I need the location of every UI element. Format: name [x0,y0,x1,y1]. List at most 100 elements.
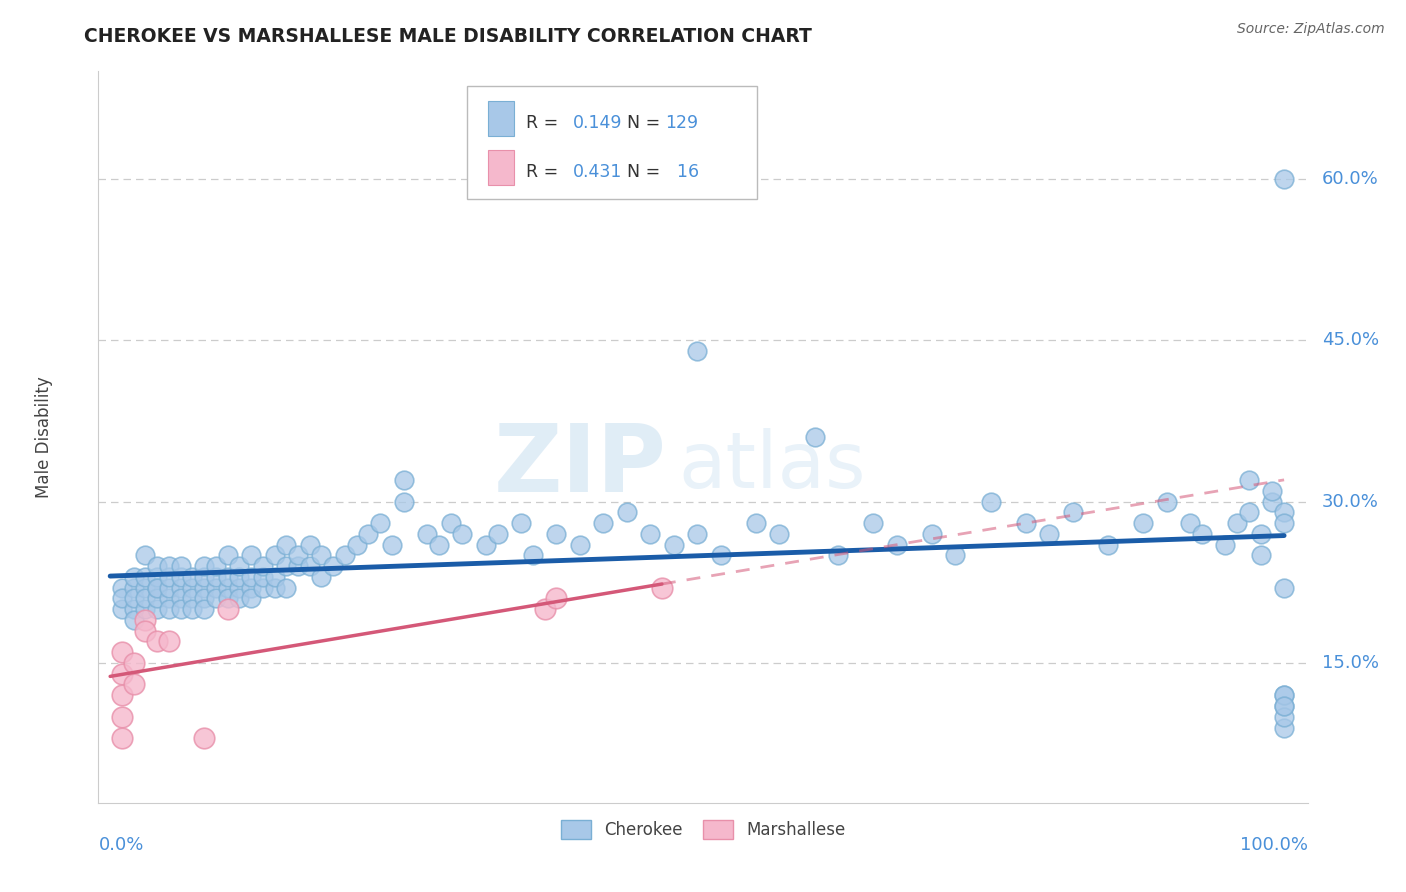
Text: Source: ZipAtlas.com: Source: ZipAtlas.com [1237,22,1385,37]
Point [181,581,204,595]
Text: 0.149: 0.149 [572,113,621,131]
Point [111,602,134,616]
Point [1215,538,1237,552]
Point [368,516,391,530]
Point [945,549,967,563]
Point [122,677,145,691]
Point [357,527,380,541]
Text: atlas: atlas [679,428,866,504]
Point [510,516,533,530]
Point [111,731,134,746]
Point [1097,538,1119,552]
Text: N =: N = [627,163,665,181]
Point [146,581,169,595]
Point [276,538,298,552]
Point [111,645,134,659]
Point [134,624,156,638]
Point [1038,527,1060,541]
Point [522,549,544,563]
Point [263,570,285,584]
Point [204,559,226,574]
Point [1237,505,1260,519]
Bar [488,150,515,186]
Point [1261,483,1284,498]
Point [204,581,226,595]
Point [686,527,709,541]
Point [287,559,309,574]
Point [886,538,908,552]
Point [122,613,145,627]
Text: R =: R = [526,113,564,131]
Point [1250,549,1272,563]
Point [134,581,156,595]
Point [122,570,145,584]
Point [252,570,274,584]
Point [1272,516,1295,530]
Text: CHEROKEE VS MARSHALLESE MALE DISABILITY CORRELATION CHART: CHEROKEE VS MARSHALLESE MALE DISABILITY … [84,27,813,45]
Point [157,591,180,606]
Point [146,581,169,595]
Point [1272,505,1295,519]
Point [392,494,415,508]
Text: N =: N = [627,113,665,131]
Point [803,430,825,444]
Point [546,591,568,606]
Point [193,570,215,584]
Point [193,602,215,616]
Point [427,538,450,552]
Point [1261,494,1284,508]
Point [146,559,169,574]
Point [217,602,239,616]
Point [486,527,509,541]
Point [181,591,204,606]
Point [616,505,638,519]
Point [157,581,180,595]
Point [333,549,356,563]
Point [1062,505,1084,519]
Point [287,549,309,563]
Point [827,549,849,563]
Point [276,581,298,595]
Point [1132,516,1154,530]
Point [240,591,263,606]
Text: 15.0%: 15.0% [1322,654,1379,672]
Point [134,549,156,563]
Point [1250,527,1272,541]
Point [193,731,215,746]
Point [686,344,709,359]
Point [134,613,156,627]
Text: 129: 129 [665,113,699,131]
Point [204,570,226,584]
Point [662,538,685,552]
Point [1272,710,1295,724]
Point [1226,516,1249,530]
Text: 16: 16 [665,163,699,181]
Point [240,581,263,595]
Point [533,602,555,616]
Point [169,591,191,606]
Point [169,559,191,574]
Point [710,549,733,563]
Point [346,538,368,552]
Point [768,527,790,541]
Text: 0.0%: 0.0% [98,836,143,854]
Point [1237,473,1260,487]
Point [111,688,134,702]
Point [651,581,673,595]
Point [638,527,661,541]
Text: 45.0%: 45.0% [1322,331,1379,350]
Legend: Cherokee, Marshallese: Cherokee, Marshallese [554,814,852,846]
Point [263,581,285,595]
Point [1191,527,1213,541]
Point [416,527,439,541]
Point [1156,494,1178,508]
Point [298,559,321,574]
Point [276,559,298,574]
Point [322,559,344,574]
Point [217,591,239,606]
Point [1272,688,1295,702]
Point [228,581,250,595]
Point [228,591,250,606]
Point [252,559,274,574]
Point [1015,516,1038,530]
